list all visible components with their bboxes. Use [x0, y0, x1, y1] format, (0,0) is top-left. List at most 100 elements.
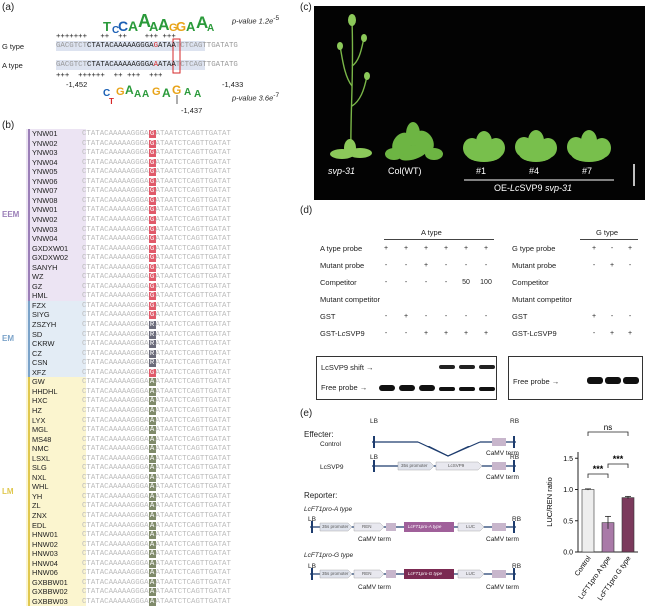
snp-base: A	[148, 406, 156, 415]
snp-base: G	[148, 368, 156, 377]
g-type-label: G type	[2, 42, 25, 51]
free-probe-band	[479, 387, 495, 391]
strain-name: CSN	[32, 358, 48, 368]
strain-alignment: EEM EM LM YNW01 CTATACAAAAAGGGAGATAATCTCAGT…	[0, 129, 300, 609]
group-bar-eem	[28, 129, 30, 301]
strain-name: GZ	[32, 281, 43, 291]
svg-text:C: C	[103, 88, 110, 99]
strain-sequence: CTATACAAAAAGGGAGATAATCTCAGTTGATAT	[82, 235, 231, 244]
panel-e-label: (e)	[300, 408, 313, 419]
emsa-row-label: Mutant probe	[512, 261, 557, 270]
strain-name: GXDXW01	[32, 243, 69, 253]
p35s-label-3: 35s promoter	[322, 571, 349, 576]
snp-base: G	[148, 187, 156, 196]
strain-name: HNW02	[32, 539, 58, 549]
strain-name: YNW01	[32, 129, 58, 138]
emsa-cell: 50	[462, 279, 470, 286]
shift-band	[479, 365, 495, 369]
snp-base: G	[148, 130, 156, 138]
emsa-cell: -	[610, 245, 614, 252]
svg-text:C: C	[118, 18, 128, 34]
strain-sequence: CTATACAAAAAGGGAGATAATCTCAGTTGATAT	[82, 158, 231, 167]
emsa-cell: +	[423, 245, 429, 252]
strain-sequence: CTATACAAAAAGGGAAATAATCTCAGTTGATAT	[82, 464, 231, 473]
free-probe-band-g	[587, 377, 603, 384]
snp-base: A	[148, 502, 156, 511]
snp-base: A	[148, 521, 156, 530]
emsa-cell: -	[444, 279, 448, 286]
snp-base: A	[148, 550, 156, 559]
snp-base: R	[148, 340, 156, 349]
strain-sequence: CTATACAAAAAGGGAGATAATCTCAGTTGATAT	[82, 273, 231, 282]
lcsvp9-construct-label: LcSVP9	[320, 464, 344, 471]
snp-base: A	[148, 445, 156, 454]
a-type-label: A type	[2, 61, 23, 70]
strain-name: XFZ	[32, 367, 46, 377]
construct-lines	[310, 436, 516, 580]
snp-base: G	[148, 244, 156, 253]
strain-name: SD	[32, 329, 43, 339]
strain-sequence: CTATACAAAAAGGGAGATAATCTCAGTTGATAT	[82, 206, 231, 215]
reporter-a-title: LcFT1pro-A type	[304, 506, 353, 513]
snp-base: R	[148, 330, 156, 339]
pos-left: -1,452	[66, 80, 88, 89]
strain-name: YNW05	[32, 167, 58, 177]
snp-base: A	[148, 559, 156, 568]
emsa-cell: -	[592, 262, 596, 269]
emsa-cell: -	[384, 279, 388, 286]
strain-name: GXDXW02	[32, 253, 69, 263]
y-tick-label: 1.0	[563, 487, 573, 494]
strain-sequence: CTATACAAAAAGGGAAATAATCTCAGTTGATAT	[82, 406, 231, 415]
svg-text:T: T	[109, 97, 114, 106]
strain-sequence: CTATACAAAAAGGGAAATAATCTCAGTTGATAT	[82, 588, 231, 597]
colwt-label: Col(WT)	[388, 166, 422, 176]
sig-a-bracket	[587, 473, 609, 478]
emsa-cell: +	[627, 245, 633, 252]
strain-sequence: CTATACAAAAAGGGAGATAATCTCAGTTGATAT	[82, 244, 231, 253]
camv-label-5: CaMV term	[358, 584, 391, 591]
panel-d-label: (d)	[300, 205, 313, 216]
svg-text:G: G	[116, 86, 125, 98]
snp-base: A	[148, 426, 156, 435]
emsa-cell: -	[484, 262, 488, 269]
lcsvp9-cds-label: LcSVP9	[448, 463, 465, 468]
emsa-cell: -	[484, 313, 488, 320]
strain-name: HHDHL	[32, 386, 58, 396]
strain-name: WZ	[32, 272, 44, 282]
camv-label-6: CaMV term	[486, 584, 519, 591]
strain-name: MS48	[32, 434, 52, 444]
snp-base: A	[148, 473, 156, 482]
emsa-row-label: Competitor	[320, 278, 357, 287]
emsa-cell: +	[423, 262, 429, 269]
emsa-row-label: Mutant probe	[320, 261, 365, 270]
strain-name: NXL	[32, 472, 47, 482]
snp-base: G	[148, 168, 156, 177]
strain-sequence: CTATACAAAAAGGGARATAATCTCAGTTGATAT	[82, 340, 231, 349]
emsa-cell: +	[591, 245, 597, 252]
strain-sequence: CTATACAAAAAGGGAGATAATCTCAGTTGATAT	[82, 187, 231, 196]
strain-sequence: CTATACAAAAAGGGAAATAATCTCAGTTGATAT	[82, 559, 231, 568]
snp-base: G	[148, 273, 156, 282]
snp-base: G	[148, 263, 156, 272]
strain-name: NMC	[32, 444, 49, 454]
strain-sequence: CTATACAAAAAGGGAAATAATCTCAGTTGATAT	[82, 531, 231, 540]
rb-label-2: RB	[510, 454, 520, 461]
panel-a-label: (a)	[2, 2, 15, 13]
strain-sequence: CTATACAAAAAGGGAGATAATCTCAGTTGATAT	[82, 263, 231, 272]
pvalue-top: p-value 1.2e-5	[232, 15, 280, 26]
emsa-row-label: G type probe	[512, 244, 556, 253]
strain-name: LSXL	[32, 453, 51, 463]
snp-base: A	[148, 483, 156, 492]
strain-sequence: CTATACAAAAAGGGAAATAATCTCAGTTGATAT	[82, 512, 231, 520]
shift-band	[459, 365, 475, 369]
emsa-row-label: Mutant competitor	[512, 295, 573, 304]
snp-base: G	[148, 177, 156, 186]
a-type-title: A type	[421, 228, 442, 237]
emsa-cell: -	[610, 313, 614, 320]
emsa-row-label: Competitor	[512, 278, 549, 287]
snp-base: A	[148, 540, 156, 549]
emsa-cell: -	[628, 262, 632, 269]
group-band-lm	[26, 377, 86, 607]
strain-name: HNW04	[32, 558, 58, 568]
shift-band	[439, 365, 455, 369]
